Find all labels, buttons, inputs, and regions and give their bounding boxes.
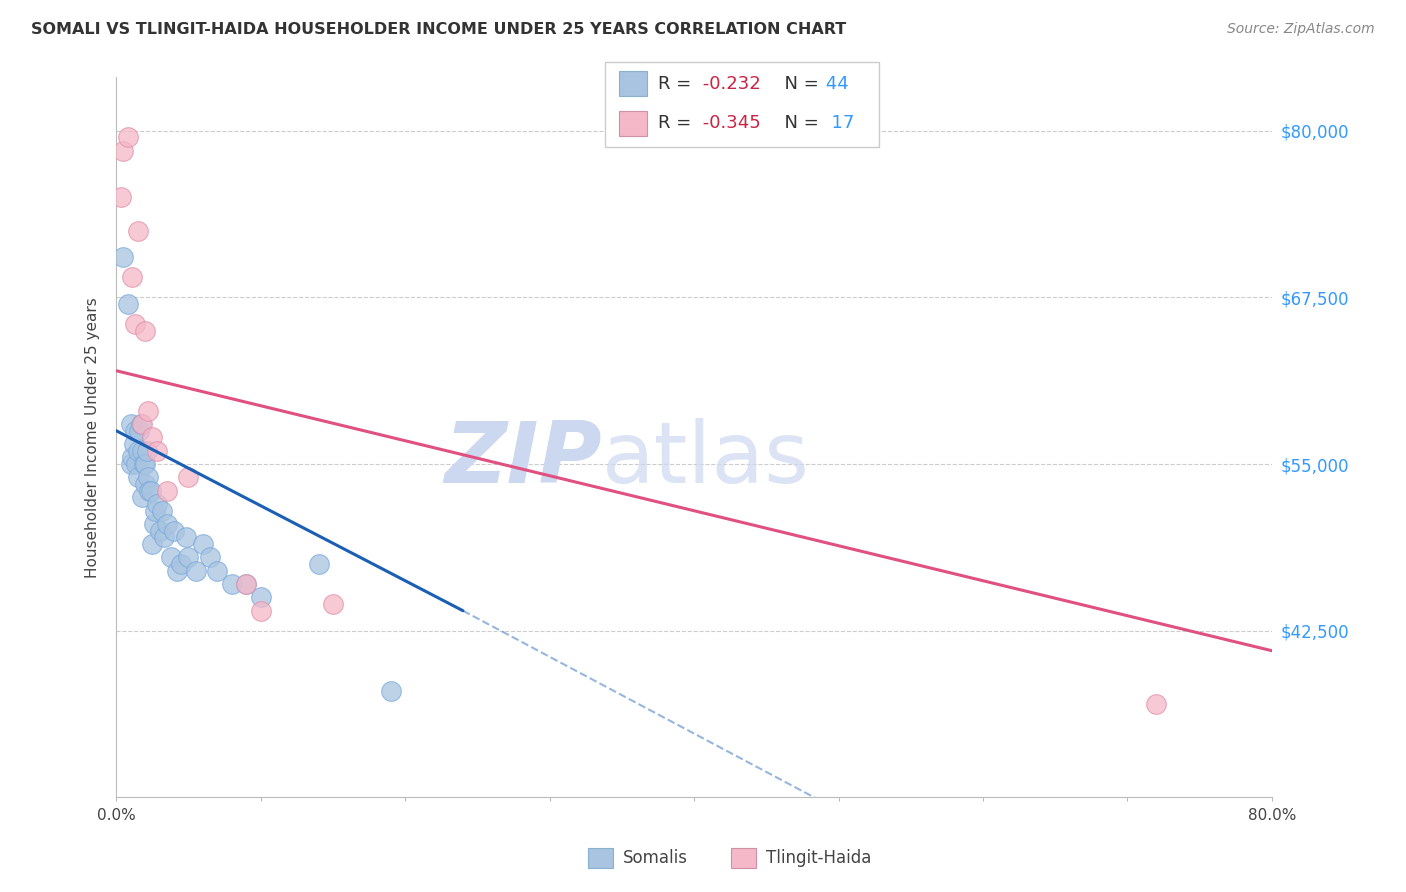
Text: ZIP: ZIP: [444, 417, 602, 500]
Point: [122, 437, 145, 451]
Point: [134, 324, 156, 338]
Point: [207, 564, 229, 578]
Point: [112, 144, 135, 158]
Point: [127, 470, 149, 484]
Point: [131, 491, 153, 505]
Point: [110, 190, 132, 204]
Point: [184, 564, 207, 578]
Point: [145, 443, 167, 458]
Point: [235, 577, 257, 591]
Point: [127, 224, 149, 238]
Point: [132, 457, 155, 471]
Point: [120, 457, 142, 471]
Point: [177, 550, 200, 565]
Point: [141, 537, 163, 551]
Text: R =: R =: [658, 75, 692, 93]
Point: [153, 530, 176, 544]
Point: [143, 504, 166, 518]
Point: [117, 297, 139, 311]
Point: [135, 443, 157, 458]
Point: [141, 430, 163, 444]
Point: [127, 443, 149, 458]
Text: 17: 17: [820, 114, 853, 132]
Point: [322, 597, 344, 611]
Point: [124, 424, 146, 438]
Point: [138, 483, 160, 498]
Point: [121, 270, 143, 285]
Text: atlas: atlas: [602, 417, 810, 500]
Point: [235, 577, 257, 591]
Point: [170, 557, 193, 571]
Point: [125, 457, 148, 471]
Point: [129, 417, 152, 431]
Point: [136, 470, 159, 484]
Text: R =: R =: [658, 114, 692, 132]
Point: [163, 524, 186, 538]
Point: [134, 457, 156, 471]
Point: [166, 564, 188, 578]
Point: [131, 443, 153, 458]
Point: [160, 550, 183, 565]
Text: N =: N =: [773, 114, 820, 132]
Point: [1144, 697, 1167, 711]
Text: Somalis: Somalis: [623, 849, 688, 867]
Text: -0.345: -0.345: [697, 114, 761, 132]
Point: [139, 483, 162, 498]
Text: N =: N =: [773, 75, 820, 93]
Point: [249, 604, 271, 618]
Point: [121, 450, 143, 465]
Point: [128, 424, 150, 438]
Text: Source: ZipAtlas.com: Source: ZipAtlas.com: [1227, 22, 1375, 37]
Point: [149, 524, 172, 538]
Text: 44: 44: [820, 75, 848, 93]
Point: [380, 683, 402, 698]
Text: SOMALI VS TLINGIT-HAIDA HOUSEHOLDER INCOME UNDER 25 YEARS CORRELATION CHART: SOMALI VS TLINGIT-HAIDA HOUSEHOLDER INCO…: [31, 22, 846, 37]
Point: [136, 403, 159, 417]
Point: [198, 550, 221, 565]
Point: [152, 504, 174, 518]
Point: [131, 417, 153, 431]
Text: -0.232: -0.232: [697, 75, 761, 93]
Point: [112, 251, 135, 265]
Point: [145, 497, 167, 511]
Point: [134, 477, 156, 491]
Point: [124, 317, 146, 331]
Point: [142, 517, 165, 532]
Point: [117, 130, 139, 145]
Point: [120, 417, 142, 431]
Point: [156, 483, 179, 498]
Text: Tlingit-Haida: Tlingit-Haida: [766, 849, 872, 867]
Point: [249, 591, 271, 605]
Point: [156, 517, 179, 532]
Point: [177, 470, 200, 484]
Y-axis label: Householder Income Under 25 years: Householder Income Under 25 years: [86, 297, 100, 578]
Point: [174, 530, 197, 544]
Point: [191, 537, 214, 551]
Point: [221, 577, 243, 591]
Point: [308, 557, 330, 571]
